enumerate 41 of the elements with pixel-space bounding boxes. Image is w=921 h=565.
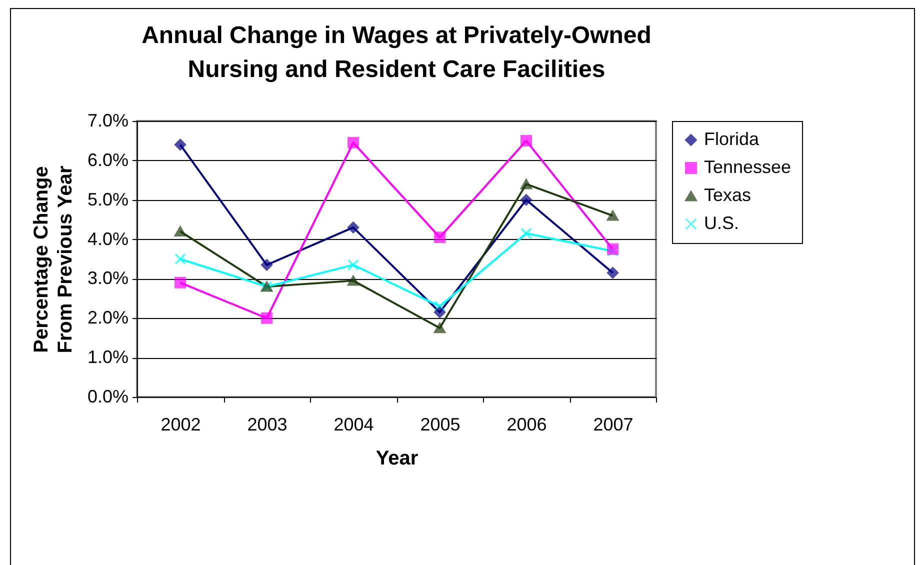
y-tick-label: 1.0%	[87, 347, 128, 368]
point	[434, 306, 446, 318]
point	[348, 259, 359, 271]
point	[520, 194, 532, 206]
point	[174, 138, 186, 150]
point	[434, 322, 446, 334]
chart-title: Annual Change in Wages at Privately-Owned Nursing and Resident Care Facilities	[142, 22, 652, 83]
point	[261, 312, 272, 324]
x-axis-title: Year	[376, 448, 418, 470]
y-tick-label: 5.0%	[87, 189, 128, 210]
point	[261, 259, 272, 271]
point	[434, 300, 446, 312]
y-tick-label: 6.0%	[87, 150, 128, 170]
y-tick-label: 0.0%	[87, 386, 128, 406]
x-tick-label: 2007	[593, 414, 634, 434]
x-tick-label: 2005	[420, 414, 460, 434]
legend-label: Florida	[704, 129, 760, 149]
legend-label: Texas	[704, 185, 752, 205]
x-tick-label: 2002	[160, 414, 201, 434]
legend-label: U.S.	[704, 213, 740, 233]
y-axis-title: Percentage Change From Previous Year	[30, 166, 76, 354]
x-tick-label: 2006	[506, 414, 547, 434]
x-tick-label: 2003	[247, 414, 288, 434]
y-tick-label: 3.0%	[87, 268, 128, 288]
point	[348, 222, 359, 234]
point	[607, 267, 618, 279]
point	[434, 232, 446, 244]
point	[174, 276, 186, 288]
x-tick-label: 2004	[334, 414, 374, 434]
y-tick-label: 4.0%	[87, 228, 128, 249]
y-tick-label: 7.0%	[87, 110, 128, 130]
point	[174, 253, 186, 265]
point	[348, 276, 359, 286]
y-tick-label: 2.0%	[87, 308, 128, 328]
point	[607, 210, 618, 221]
point	[348, 136, 359, 148]
point	[520, 228, 532, 240]
point	[520, 178, 532, 190]
legend-label: Tennessee	[704, 157, 792, 177]
point	[520, 134, 532, 146]
point	[174, 226, 186, 237]
